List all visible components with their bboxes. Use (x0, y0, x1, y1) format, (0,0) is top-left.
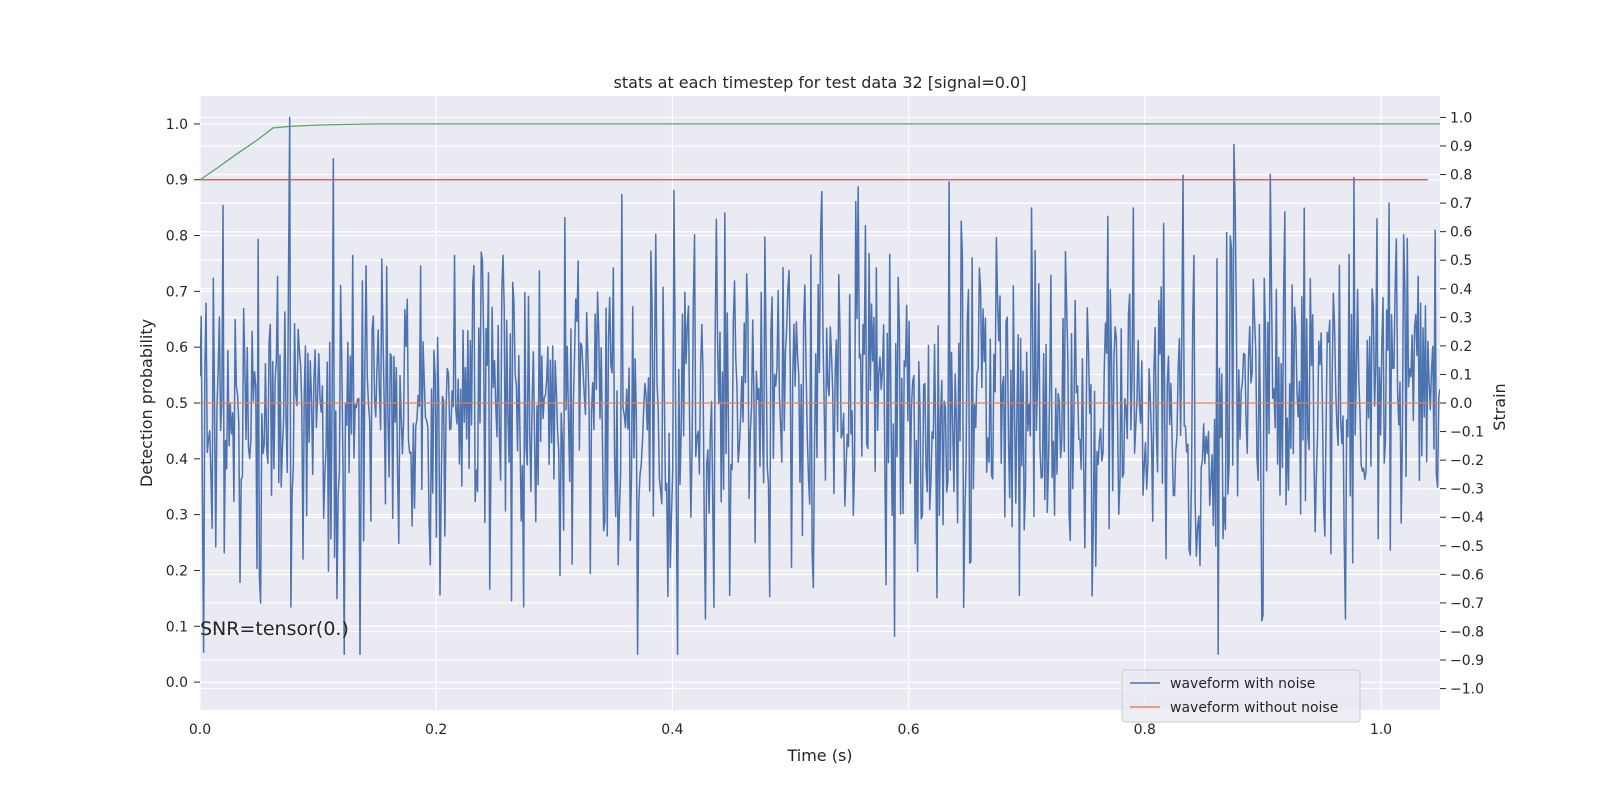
y-left-tick-label: 0.1 (166, 619, 188, 635)
legend-label-clean: waveform without noise (1170, 700, 1338, 716)
y-right-tick-label: 0.6 (1450, 225, 1472, 241)
y-right-tick-label: −0.7 (1450, 596, 1484, 612)
y-right-tick-label: −0.2 (1450, 453, 1484, 469)
y-left-tick-label: 0.2 (166, 563, 188, 579)
legend-label-noise: waveform with noise (1170, 676, 1315, 692)
x-axis-label: Time (s) (786, 746, 852, 765)
y-left-tick-label: 0.5 (166, 396, 188, 412)
y-right-tick-label: 0.1 (1450, 367, 1472, 383)
x-tick-label: 0.8 (1134, 722, 1156, 738)
y-left-tick-label: 1.0 (166, 117, 188, 133)
series-line-detection-probability (200, 123, 1440, 181)
y-left-tick-label: 0.0 (166, 675, 188, 691)
y-right-tick-label: 0.9 (1450, 139, 1472, 155)
chart-title: stats at each timestep for test data 32 … (614, 73, 1027, 92)
y-right-tick-label: 0.5 (1450, 253, 1472, 269)
x-tick-label: 0.4 (661, 722, 683, 738)
y-right-tick-label: 1.0 (1450, 110, 1472, 126)
legend: waveform with noise waveform without noi… (1121, 669, 1361, 723)
snr-annotation: SNR=tensor(0.) (200, 618, 349, 640)
y-right-tick-label: −0.8 (1450, 624, 1484, 640)
y-right-tick-label: −0.6 (1450, 567, 1484, 583)
y-right-tick-label: −0.1 (1450, 425, 1484, 441)
y-right-tick-label: −0.4 (1450, 510, 1484, 526)
y-right-tick-label: −1.0 (1450, 682, 1484, 698)
y-right-tick-label: 0.3 (1450, 310, 1472, 326)
series-layer (200, 116, 1440, 656)
x-tick-label: 0.0 (189, 722, 211, 738)
y-right-axis-label: Strain (1490, 383, 1509, 430)
y-right-tick-label: 0.4 (1450, 282, 1472, 298)
y-left-tick-label: 0.4 (166, 452, 188, 468)
y-right-tick-label: −0.3 (1450, 482, 1484, 498)
y-right-tick-label: 0.8 (1450, 168, 1472, 184)
x-tick-label: 0.2 (425, 722, 447, 738)
y-left-tick-label: 0.9 (166, 173, 188, 189)
y-left-tick-label: 0.6 (166, 340, 188, 356)
y-right-tick-label: −0.9 (1450, 653, 1484, 669)
y-left-tick-label: 0.8 (166, 229, 188, 245)
tick-labels: 0.0 0.2 0.4 0.6 0.8 1.0 0.0 0.1 0.2 0.3 0.4 0.5 0.6 0… (166, 110, 1484, 738)
y-left-axis-label: Detection probability (137, 319, 156, 487)
y-left-tick-label: 0.7 (166, 284, 188, 300)
x-tick-label: 0.6 (897, 722, 919, 738)
y-right-tick-label: −0.5 (1450, 539, 1484, 555)
x-tick-label: 1.0 (1370, 722, 1392, 738)
y-right-tick-label: 0.7 (1450, 196, 1472, 212)
y-right-tick-label: 0.2 (1450, 339, 1472, 355)
y-left-tick-label: 0.3 (166, 508, 188, 524)
series-line-waveform-with-noise (200, 116, 1440, 656)
y-right-tick-label: 0.0 (1450, 396, 1472, 412)
legend-box (1121, 669, 1361, 723)
